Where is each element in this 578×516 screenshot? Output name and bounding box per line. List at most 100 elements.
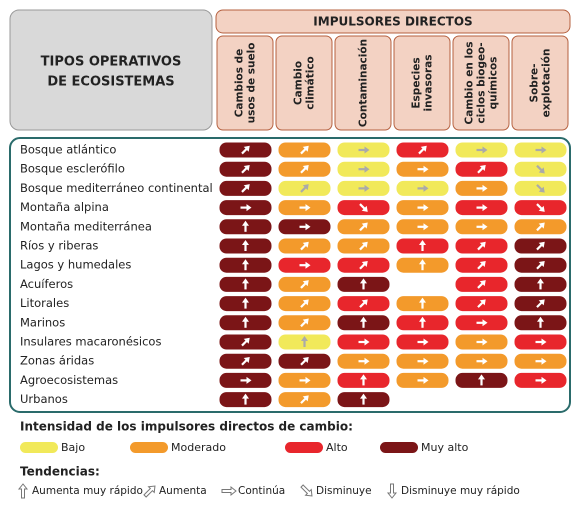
row-label: Zonas áridas xyxy=(20,354,94,368)
arrow-head xyxy=(538,205,545,212)
trend-arrow xyxy=(359,241,368,251)
arrow-head xyxy=(482,338,488,346)
trend-arrow xyxy=(417,223,429,231)
arrow-head xyxy=(302,395,309,402)
arrow-head xyxy=(419,259,426,265)
column-header: climático xyxy=(305,56,317,110)
arrow-head xyxy=(305,204,311,212)
arrow-head xyxy=(423,184,429,192)
arrow-head xyxy=(423,357,429,365)
arrow-head xyxy=(541,357,547,365)
row-label: Bosque mediterráneo continental xyxy=(20,181,213,195)
trend-arrow xyxy=(359,203,368,212)
arrow-head xyxy=(243,145,250,152)
trend-arrow xyxy=(358,338,370,346)
trend-arrow xyxy=(241,145,250,155)
row-label: Bosque esclerófilo xyxy=(20,162,125,176)
legend-label: Aumenta xyxy=(159,485,207,497)
arrow-head xyxy=(537,278,544,284)
arrow-head xyxy=(302,356,309,363)
trend-arrow xyxy=(419,240,426,251)
row-label: Insulares macaronésicos xyxy=(20,335,161,349)
legend-title: Tendencias: xyxy=(20,465,100,479)
arrow-head xyxy=(360,374,367,380)
arrow-shape xyxy=(300,484,313,497)
trend-arrow xyxy=(241,164,250,174)
arrow-shape xyxy=(386,483,398,499)
arrow-head xyxy=(242,259,249,265)
arrow-head xyxy=(423,204,429,212)
arrow-head xyxy=(364,165,370,173)
trend-arrow xyxy=(359,260,368,270)
column-header: ciclos biogeo- xyxy=(476,42,488,123)
trend-arrow xyxy=(299,261,311,269)
trend-arrow xyxy=(476,338,488,346)
trend-arrow xyxy=(143,485,156,498)
trend-arrow xyxy=(240,376,252,384)
legend-label: Aumenta muy rápido xyxy=(32,485,143,497)
trend-arrow xyxy=(476,204,488,212)
arrow-head xyxy=(301,336,308,341)
trend-arrow xyxy=(536,299,545,308)
arrow-head xyxy=(482,146,488,154)
column-header-box xyxy=(452,35,510,131)
trend-arrow xyxy=(300,280,309,289)
trend-arrow xyxy=(17,483,29,499)
arrow-head xyxy=(419,240,426,245)
arrow-head xyxy=(360,278,367,284)
trend-arrow xyxy=(477,164,486,174)
arrow-head xyxy=(541,338,547,346)
group-header: IMPULSORES DIRECTOS xyxy=(313,15,472,29)
trend-arrow xyxy=(300,164,309,174)
trend-arrow xyxy=(300,318,309,328)
arrow-head xyxy=(364,146,370,154)
column-header: Cambio xyxy=(293,61,305,105)
arrow-head xyxy=(242,278,249,284)
row-label: Montaña alpina xyxy=(20,200,109,214)
trend-arrow xyxy=(536,260,545,270)
trend-arrow xyxy=(242,316,249,328)
arrow-head xyxy=(479,241,486,248)
trend-arrow xyxy=(477,280,486,289)
arrow-head xyxy=(243,356,250,363)
row-label: Litorales xyxy=(20,296,69,310)
legend-swatch xyxy=(20,442,58,453)
row-label: Acuíferos xyxy=(20,277,73,291)
arrow-shape xyxy=(17,483,29,499)
arrow-head xyxy=(420,145,427,152)
trend-arrow xyxy=(242,297,249,309)
row-label: Ríos y riberas xyxy=(20,239,98,253)
row-label: Marinos xyxy=(20,315,65,329)
trend-arrow xyxy=(536,222,545,232)
trend-arrow xyxy=(240,204,252,212)
column-header: Especies xyxy=(411,57,423,108)
row-label: Lagos y humedales xyxy=(20,258,131,272)
legend-title: Intensidad de los impulsores directos de… xyxy=(20,420,353,434)
arrow-head xyxy=(538,260,545,267)
trend-arrow xyxy=(476,357,488,365)
trend-arrow xyxy=(358,184,370,192)
arrow-shape xyxy=(221,485,237,497)
trend-arrow xyxy=(358,165,370,173)
arrow-head xyxy=(479,260,486,267)
trend-arrow xyxy=(241,356,250,366)
column-header-box xyxy=(393,35,451,131)
trend-arrow xyxy=(477,299,486,308)
trend-arrow xyxy=(299,223,311,231)
trend-arrow xyxy=(419,316,426,328)
trend-arrow xyxy=(417,357,429,365)
arrow-head xyxy=(242,316,249,322)
arrow-head xyxy=(242,220,249,226)
arrow-head xyxy=(479,164,486,171)
arrow-head xyxy=(364,338,370,346)
column-header-box xyxy=(216,35,274,131)
legend-swatch xyxy=(285,442,323,453)
trend-arrow xyxy=(386,483,398,499)
arrow-head xyxy=(479,280,486,287)
trend-arrow xyxy=(360,393,367,405)
column-header: Cambios de xyxy=(234,49,246,118)
trend-arrow xyxy=(358,357,370,365)
group-header-box xyxy=(215,9,571,34)
trend-arrow xyxy=(300,145,309,155)
trend-arrow xyxy=(300,356,309,366)
